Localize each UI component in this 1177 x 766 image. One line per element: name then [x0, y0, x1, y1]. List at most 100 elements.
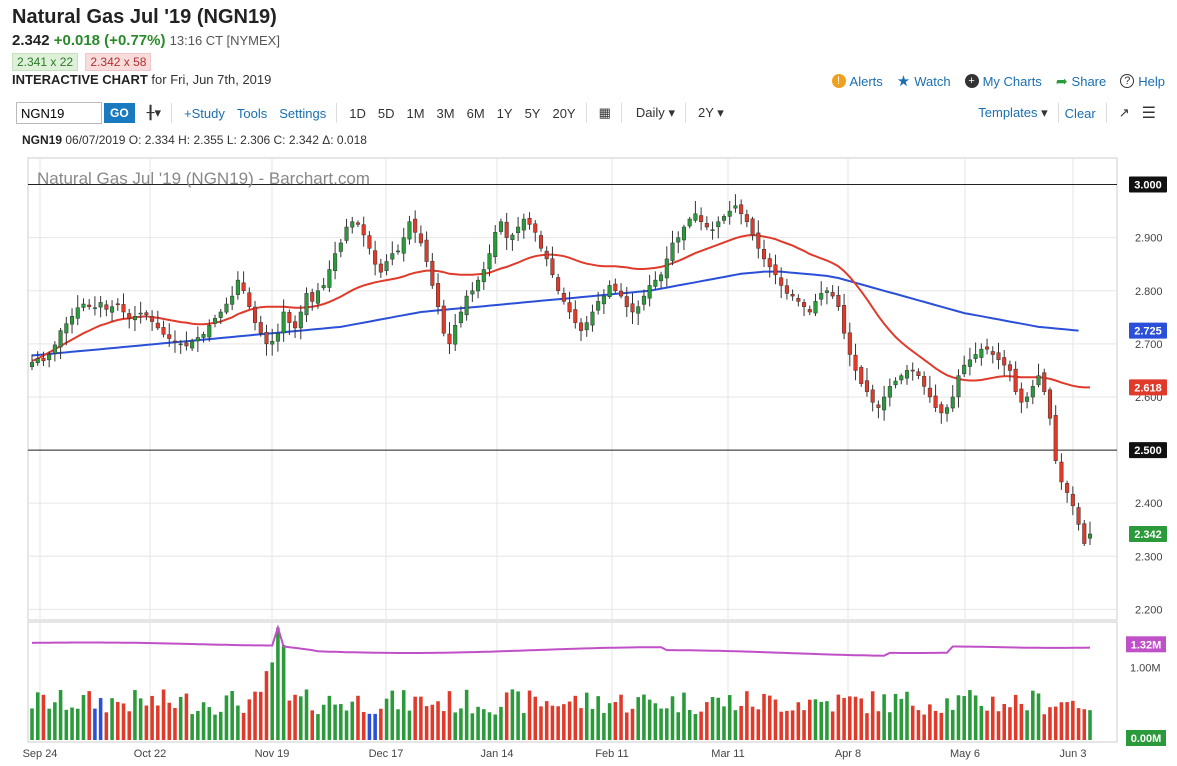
candle-body [104, 304, 109, 310]
range-3m[interactable]: 3M [436, 105, 455, 121]
range-5y[interactable]: 5Y [524, 105, 541, 121]
volume-bar [893, 693, 898, 740]
candle-body [864, 380, 869, 392]
help-link[interactable]: ? Help [1120, 72, 1165, 90]
volume-bar [316, 714, 320, 740]
volume-bar [522, 713, 526, 740]
volume-bar [579, 708, 583, 740]
candle-body [561, 292, 566, 302]
menu-icon[interactable]: ☰ [1141, 105, 1156, 122]
ohlc-readout: NGN19 06/07/2019 O: 2.334 H: 2.355 L: 2.… [22, 133, 367, 147]
volume-bar [258, 691, 263, 740]
candle-body [47, 354, 52, 361]
candle-body [990, 351, 995, 355]
symbol-input[interactable] [16, 102, 102, 124]
volume-bar [727, 695, 732, 740]
chart-type-icon[interactable]: ╂▾ [146, 105, 162, 120]
volume-bar [196, 710, 200, 740]
volume-bar [379, 708, 383, 740]
range-1y[interactable]: 1Y [496, 105, 513, 121]
candle-body [687, 218, 692, 227]
candle-body [613, 283, 618, 292]
range-6m[interactable]: 6M [466, 105, 485, 121]
last-price: 2.342 [12, 32, 50, 49]
volume-bar [859, 698, 864, 740]
expand-icon[interactable]: ↗ [1118, 105, 1130, 120]
volume-bar [670, 696, 675, 740]
volume-bar [493, 714, 498, 740]
candle-body [1087, 533, 1093, 539]
candle-body [956, 375, 961, 398]
candle-body [241, 282, 246, 292]
range-1d[interactable]: 1D [349, 105, 366, 121]
candle-body [1076, 507, 1081, 525]
volume-bar [1008, 707, 1012, 740]
bid-value: 2.341 x 22 [12, 53, 79, 71]
candle-body [876, 404, 881, 408]
volume-value-box [1126, 636, 1166, 653]
candle-body [1007, 364, 1012, 371]
volume-bar [276, 627, 280, 740]
range-20y[interactable]: 20Y [552, 105, 576, 121]
x-tick-label: Dec 17 [369, 748, 404, 760]
volume-bar [270, 662, 274, 740]
candle-body [813, 301, 818, 314]
volume-bar [1042, 714, 1047, 740]
volume-bar [836, 694, 841, 740]
y-tick-label: 2.300 [1135, 551, 1163, 563]
watch-link[interactable]: ★ Watch [897, 72, 951, 90]
volume-bar [745, 691, 749, 740]
alerts-link[interactable]: ! Alerts [831, 72, 883, 90]
candle-body [1019, 388, 1024, 403]
period-select[interactable]: 2Y ▾ [698, 105, 724, 121]
volume-bar [287, 700, 292, 740]
templates-label: Templates [978, 105, 1038, 120]
my-charts-link[interactable]: + My Charts [964, 72, 1042, 90]
share-link[interactable]: ➦ Share [1056, 72, 1106, 90]
volume-bar [64, 709, 69, 740]
go-button[interactable]: GO [104, 103, 135, 123]
volume-bar [487, 712, 492, 740]
candle-body [161, 327, 166, 335]
volume-bar [750, 706, 755, 740]
candle-body [721, 216, 727, 221]
candle-body [361, 224, 366, 236]
volume-bar [1076, 708, 1081, 740]
volume-bar [138, 698, 143, 740]
candle-body [212, 318, 218, 324]
volume-bar [53, 702, 57, 740]
tools-button[interactable]: Tools [236, 105, 268, 121]
calendar-icon[interactable]: ▦ [598, 105, 611, 120]
range-5d[interactable]: 5D [377, 105, 395, 121]
volume-bar [396, 709, 400, 740]
volume-bar [75, 708, 80, 740]
price-panel [27, 157, 1118, 621]
volume-bar [127, 711, 131, 740]
volume-bar [327, 695, 332, 740]
volume-bar [224, 695, 229, 740]
candle-body [1065, 483, 1070, 493]
x-tick-label: May 6 [950, 748, 980, 760]
help-label: Help [1138, 73, 1165, 89]
candle-body [784, 285, 789, 294]
volume-bar [550, 705, 555, 740]
candle-body [1070, 493, 1075, 507]
candle-body [985, 346, 990, 350]
volume-bar [676, 712, 681, 740]
templates-button[interactable]: Templates ▾ [978, 105, 1047, 121]
chevron-down-icon: ▾ [668, 105, 675, 120]
study-button[interactable]: +Study [184, 105, 225, 121]
x-tick-label: Mar 11 [711, 748, 744, 760]
interval-select[interactable]: Daily ▾ [636, 105, 675, 121]
candle-body [441, 305, 446, 334]
my-charts-label: My Charts [982, 73, 1042, 89]
range-1m[interactable]: 1M [406, 105, 425, 121]
candle-body [1047, 389, 1052, 419]
candle-body [882, 396, 887, 411]
volume-bar [384, 698, 389, 740]
settings-button[interactable]: Settings [279, 105, 327, 121]
clear-button[interactable]: Clear [1064, 105, 1096, 121]
volume-bar [687, 709, 692, 740]
candle-body [824, 290, 829, 293]
